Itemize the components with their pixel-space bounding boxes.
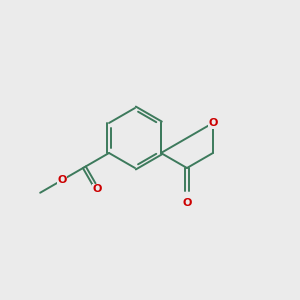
Text: O: O bbox=[182, 197, 192, 208]
Text: O: O bbox=[92, 184, 102, 194]
Text: O: O bbox=[58, 175, 67, 185]
Text: O: O bbox=[208, 118, 218, 128]
